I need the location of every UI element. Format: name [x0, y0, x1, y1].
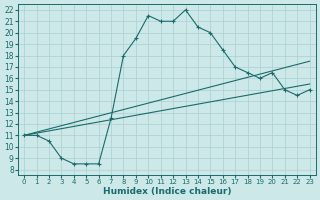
X-axis label: Humidex (Indice chaleur): Humidex (Indice chaleur) [103, 187, 231, 196]
